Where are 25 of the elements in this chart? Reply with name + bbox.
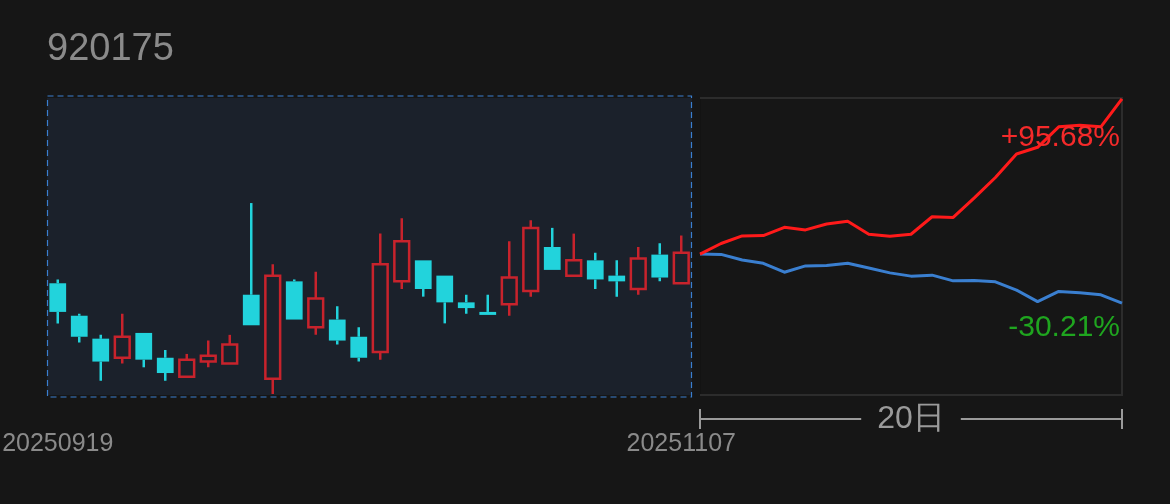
candlestick [92,333,110,382]
candlestick [393,217,411,291]
candlestick [307,270,325,337]
candlestick [264,262,282,396]
candlestick [672,234,690,285]
candlestick [565,232,583,277]
candlestick [242,201,260,326]
candlestick [586,251,604,291]
candlestick [70,312,88,344]
candlestick [285,278,303,320]
candlestick [113,312,131,365]
candlestick [328,304,346,346]
chart-title: 920175 [47,26,174,69]
candlestick [457,293,475,316]
candlestick [500,240,518,317]
x-tick-label: 20250919 [2,428,114,457]
candlestick [543,226,561,270]
x-tick-label: 20251107 [626,428,736,457]
text: 20日 [877,399,945,436]
data-label: -30.21% [1008,309,1120,343]
candlestick [371,232,389,361]
candlestick [414,260,432,298]
candlestick [199,339,217,369]
candlestick [156,348,174,382]
candlestick [629,245,647,296]
